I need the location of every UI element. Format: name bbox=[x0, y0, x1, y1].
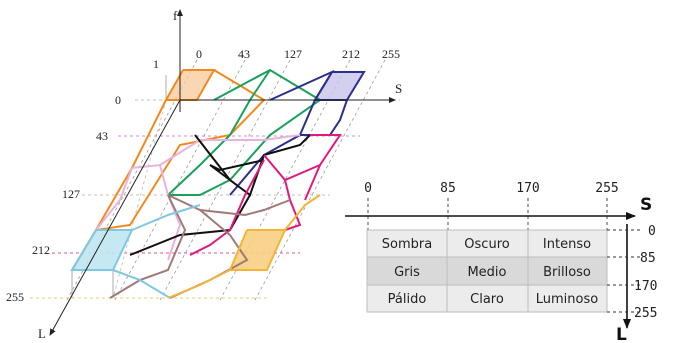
l-tick-3d: 127 bbox=[62, 187, 80, 201]
cell-medio: Medio bbox=[467, 265, 506, 280]
cell-brilloso: Brilloso bbox=[543, 265, 591, 280]
s-tick-3d: 43 bbox=[238, 47, 250, 61]
cell-oscuro: Oscuro bbox=[464, 237, 509, 252]
s-tick-guides bbox=[367, 198, 608, 230]
brown-membership-line bbox=[167, 194, 291, 217]
green-membership-line-2 bbox=[167, 69, 271, 196]
l-axis-label-3d: L bbox=[38, 326, 46, 341]
cell-gris: Gris bbox=[394, 265, 420, 280]
black-membership-line bbox=[194, 134, 311, 197]
s-axis-label-3d: S bbox=[395, 81, 402, 96]
s-axis-label: S bbox=[640, 195, 652, 215]
cell-intenso: Intenso bbox=[543, 237, 591, 252]
magenta-membership-line-2 bbox=[284, 179, 302, 231]
s-tick-3d: 212 bbox=[342, 47, 360, 61]
cell-luminoso: Luminoso bbox=[536, 292, 598, 307]
brown-membership-line-2 bbox=[109, 194, 187, 299]
s-tick: 0 bbox=[364, 181, 372, 196]
magenta-membership-line-4 bbox=[304, 164, 321, 201]
cell-bg bbox=[366, 284, 448, 313]
orange-region bbox=[166, 70, 214, 100]
f-tick-1: 1 bbox=[153, 57, 159, 71]
s-tick: 85 bbox=[440, 181, 456, 196]
yellow-membership-line-3 bbox=[284, 194, 321, 231]
l-tick: 0 bbox=[648, 224, 656, 239]
s-tick: 255 bbox=[595, 181, 618, 196]
box-edges bbox=[71, 75, 167, 299]
l-tick: 170 bbox=[634, 279, 657, 294]
black-membership-line-2 bbox=[129, 194, 251, 256]
sl-label-table: S 0 85 170 255 Sombra Oscuro Intenso bbox=[345, 181, 657, 343]
cell-bg bbox=[366, 229, 448, 258]
cell-bg bbox=[366, 256, 448, 286]
s-tick-3d: 127 bbox=[284, 47, 302, 61]
l-axis-3d bbox=[49, 99, 181, 336]
cell-palido: Pálido bbox=[388, 292, 427, 307]
s-tick-3d: 0 bbox=[196, 47, 202, 61]
l-tick-3d: 43 bbox=[96, 129, 108, 143]
l-tick: 85 bbox=[640, 251, 656, 266]
l-tick-3d: 255 bbox=[6, 290, 24, 304]
membership-diagram: f S L 1 0 43 127 212 255 0 43 127 212 25… bbox=[6, 8, 402, 341]
l-tick-3d: 0 bbox=[115, 93, 121, 107]
magenta-membership-line-3 bbox=[189, 159, 265, 256]
cell-bg bbox=[446, 284, 529, 313]
cell-bg bbox=[527, 229, 608, 258]
s-tick-3d: 255 bbox=[382, 47, 400, 61]
pink-membership-line-2 bbox=[95, 167, 133, 231]
l-tick-3d: 212 bbox=[32, 243, 50, 257]
cell-sombra: Sombra bbox=[382, 237, 432, 252]
s-tick: 170 bbox=[516, 181, 539, 196]
l-axis-label: L bbox=[616, 325, 627, 343]
cell-bg bbox=[527, 284, 608, 313]
l-tick: 255 bbox=[634, 306, 657, 321]
yellow-membership-line-2 bbox=[167, 269, 231, 299]
cyan-membership-line-2 bbox=[131, 204, 201, 231]
yellow-membership-line bbox=[228, 229, 287, 271]
f-axis-label: f bbox=[173, 8, 178, 23]
pink-membership-line-3 bbox=[159, 164, 182, 261]
cyan-membership-line-3 bbox=[112, 269, 171, 299]
navy-region bbox=[315, 72, 364, 100]
label-grid: Sombra Oscuro Intenso Gris Medio Brillos… bbox=[366, 229, 608, 313]
l-tick-guides bbox=[607, 229, 640, 313]
cell-claro: Claro bbox=[470, 292, 504, 307]
black-membership-line-3 bbox=[209, 159, 265, 181]
